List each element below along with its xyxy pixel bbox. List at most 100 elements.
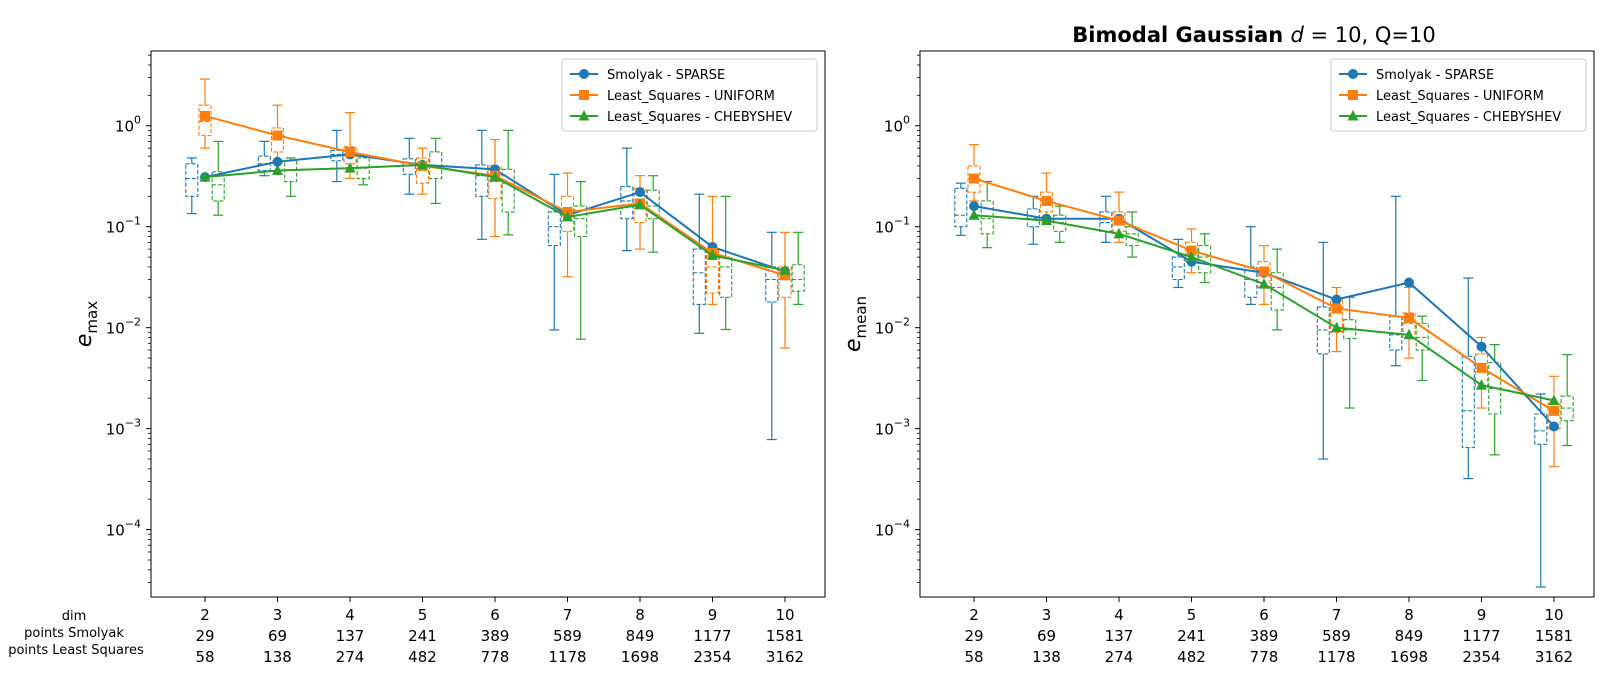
y-axis-label-base: e [841, 339, 866, 353]
data-point [779, 264, 791, 275]
x-tick-points-smolyak: 389 [481, 627, 510, 645]
legend-label: Least_Squares - UNIFORM [607, 89, 775, 104]
data-point [489, 171, 501, 182]
data-point [1186, 245, 1197, 256]
legend-label: Smolyak - SPARSE [607, 68, 725, 83]
title-part-1: Bimodal Gaussian [1072, 23, 1290, 47]
y-tick-base: 10 [106, 320, 125, 338]
data-point [1476, 379, 1487, 390]
x-tick-dim: 6 [1259, 606, 1269, 624]
row-label-points-smolyak: points Smolyak [24, 626, 124, 641]
x-tick-points-least-squares: 482 [408, 648, 437, 666]
data-point [1186, 251, 1197, 262]
x-tick-dim: 7 [1332, 606, 1342, 624]
x-tick-points-least-squares: 778 [481, 648, 510, 666]
data-point [1404, 277, 1414, 288]
x-tick-points-smolyak: 29 [195, 627, 214, 645]
legend-label: Least_Squares - UNIFORM [1376, 89, 1544, 104]
x-tick-points-least-squares: 138 [1032, 648, 1061, 666]
series-triangle [968, 209, 1560, 405]
box [211, 171, 225, 202]
boxplot-group-triangle [980, 180, 1574, 456]
data-point [1404, 312, 1414, 323]
legend-marker [578, 110, 590, 121]
data-point [1476, 362, 1487, 373]
box [954, 187, 968, 228]
y-tick-base: 10 [884, 118, 903, 136]
data-point [780, 270, 790, 281]
legend-marker [579, 90, 589, 100]
legend-marker [579, 69, 589, 79]
x-tick-dim: 10 [775, 606, 794, 624]
box [1171, 256, 1185, 281]
legend-item: Least_Squares - UNIFORM [1339, 89, 1544, 104]
box [719, 256, 733, 298]
legend-item: Smolyak - SPARSE [570, 68, 725, 83]
y-tick-exponent: −4 [125, 518, 141, 531]
y-tick-label: 10−3 [106, 417, 141, 439]
y-tick-label: 10−4 [875, 518, 910, 540]
boxplot-group-triangle [211, 129, 805, 340]
box [1534, 413, 1548, 445]
x-tick-points-smolyak: 69 [268, 627, 287, 645]
x-tick-dim: 8 [635, 606, 645, 624]
x-tick-points-smolyak: 29 [964, 627, 983, 645]
x-tick-points-least-squares: 58 [964, 648, 983, 666]
data-point [562, 210, 573, 222]
x-tick-dim: 4 [1114, 606, 1124, 624]
x-tick-points-least-squares: 58 [195, 648, 214, 666]
legend-item: Least_Squares - CHEBYSHEV [1339, 110, 1561, 125]
data-point [968, 209, 980, 220]
legend: Smolyak - SPARSE Least_Squares - UNIFORM L… [561, 58, 818, 132]
x-tick-dim: 10 [1544, 606, 1563, 624]
legend-item: Smolyak - SPARSE [1339, 68, 1494, 83]
data-point [1114, 215, 1124, 226]
boxplot-group-circle [954, 182, 1548, 588]
box [185, 163, 199, 197]
x-tick-dim: 2 [200, 606, 210, 624]
panel-left-emax: 10010−110−210−310−4emax22958369138413727… [72, 50, 826, 666]
data-point [1041, 214, 1052, 226]
data-point [1548, 394, 1560, 405]
x-tick-dim: 5 [418, 606, 428, 624]
y-axis-label: emax [72, 301, 101, 347]
legend-item: Least_Squares - CHEBYSHEV [570, 110, 792, 125]
series-triangle [199, 158, 791, 275]
legend-marker [1348, 90, 1358, 100]
data-point [707, 249, 718, 260]
x-tick-points-least-squares: 274 [336, 648, 365, 666]
y-tick-base: 10 [875, 421, 894, 439]
data-point [199, 171, 211, 182]
data-point [969, 201, 979, 212]
x-tick-points-smolyak: 241 [1177, 627, 1206, 645]
data-point [1331, 303, 1342, 314]
data-point [634, 198, 646, 210]
x-tick-points-least-squares: 778 [1250, 648, 1279, 666]
x-tick-points-smolyak: 137 [1105, 627, 1134, 645]
x-tick-dim: 4 [345, 606, 355, 624]
x-tick-points-smolyak: 389 [1250, 627, 1279, 645]
y-tick-label: 100 [884, 114, 910, 136]
y-tick-base: 10 [106, 219, 125, 237]
legend-label: Least_Squares - CHEBYSHEV [607, 110, 792, 125]
y-tick-label: 10−1 [875, 215, 910, 237]
x-tick-dim: 3 [1042, 606, 1052, 624]
data-point [1041, 195, 1052, 206]
y-axis-label-base: e [72, 334, 97, 348]
legend-label: Smolyak - SPARSE [1376, 68, 1494, 83]
data-point [344, 162, 356, 173]
data-point [345, 146, 355, 157]
data-point [1403, 328, 1415, 340]
y-tick-exponent: 0 [903, 114, 910, 127]
x-tick-dim: 8 [1404, 606, 1414, 624]
y-tick-label: 10−1 [106, 215, 141, 237]
x-tick-points-least-squares: 2354 [693, 648, 731, 666]
y-tick-exponent: −1 [125, 215, 141, 228]
row-label-points-least-squares: points Least Squares [8, 643, 144, 658]
data-point [635, 187, 645, 198]
x-tick-dim: 5 [1187, 606, 1197, 624]
boxplot-group-circle [185, 129, 779, 441]
box [1461, 355, 1475, 449]
data-point [1113, 227, 1125, 239]
